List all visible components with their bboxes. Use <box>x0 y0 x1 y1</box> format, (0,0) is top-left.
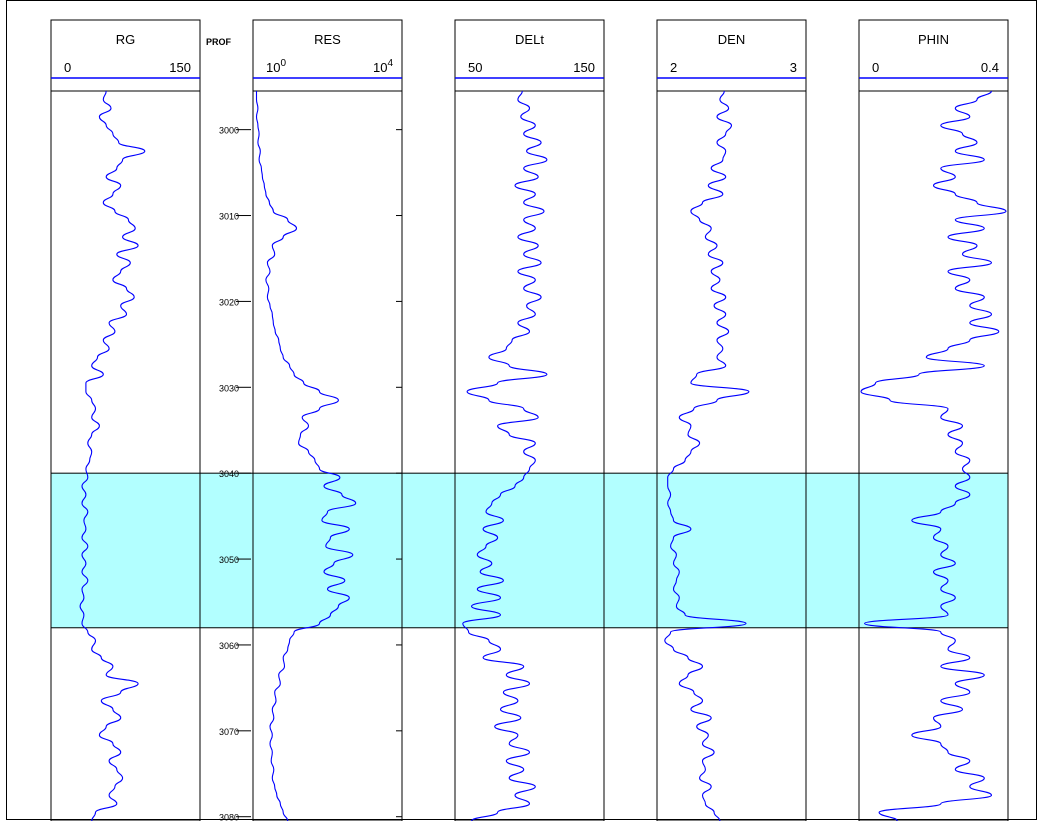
track-name: RES <box>314 32 341 47</box>
scale-min-label: 100 <box>266 58 286 75</box>
scale-max-label: 104 <box>373 58 393 75</box>
track-phin: PHIN 0 0.4 <box>858 19 1009 821</box>
depth-tick-label: 3010 <box>219 212 239 222</box>
scale-max-label: 0.4 <box>981 60 999 75</box>
curve-phin <box>860 90 1007 821</box>
scale-min-label: 0 <box>872 60 879 75</box>
highlight-zone <box>50 472 1009 629</box>
track-header-box <box>858 19 1009 92</box>
track-plot-box <box>252 90 403 821</box>
scale-max-label: 3 <box>790 60 797 75</box>
track-delt: DELt 50 150 <box>454 19 605 821</box>
depth-tick-label: 3070 <box>219 727 239 737</box>
curve-rg <box>79 90 146 821</box>
scale-max-exponent: 4 <box>387 58 393 69</box>
track-header-box <box>454 19 605 92</box>
track-name: PHIN <box>918 32 949 47</box>
track-rg: RG 0 150 <box>50 19 201 821</box>
track-plot-box <box>858 90 1009 821</box>
depth-axis-label: PROF <box>206 37 232 47</box>
depth-tick-label: 3060 <box>219 641 239 651</box>
depth-tick-label: 3020 <box>219 297 239 307</box>
track-name: DEN <box>718 32 745 47</box>
scale-min-exponent: 0 <box>280 58 286 69</box>
chart-frame <box>6 0 1037 820</box>
scale-max-label: 150 <box>169 60 191 75</box>
track-plot-box <box>50 90 201 821</box>
depth-tick-label: 3050 <box>219 555 239 565</box>
depth-tick-label: 3000 <box>219 126 239 136</box>
track-name: DELt <box>515 32 544 47</box>
track-name: RG <box>116 32 136 47</box>
curve-res <box>255 91 357 821</box>
scale-min-label: 0 <box>64 60 71 75</box>
curve-den <box>664 90 750 821</box>
track-header-box <box>50 19 201 92</box>
track-plot-box <box>454 90 605 821</box>
curve-delt <box>462 90 548 821</box>
track-header-box <box>656 19 807 92</box>
scale-max-base: 10 <box>373 60 387 75</box>
track-header-box <box>252 19 403 92</box>
track-den: DEN 2 3 <box>656 19 807 821</box>
depth-tick-label: 3080 <box>219 813 239 821</box>
track-plot-box <box>656 90 807 821</box>
depth-tick-label: 3030 <box>219 383 239 393</box>
scale-min-label: 2 <box>670 60 677 75</box>
scale-min-label: 50 <box>468 60 482 75</box>
depth-tick-label: 3040 <box>219 469 239 479</box>
depth-axis: PROF 3000 3010 3020 3030 3040 3050 3060 3070 3080 <box>206 37 402 821</box>
scale-max-label: 150 <box>573 60 595 75</box>
